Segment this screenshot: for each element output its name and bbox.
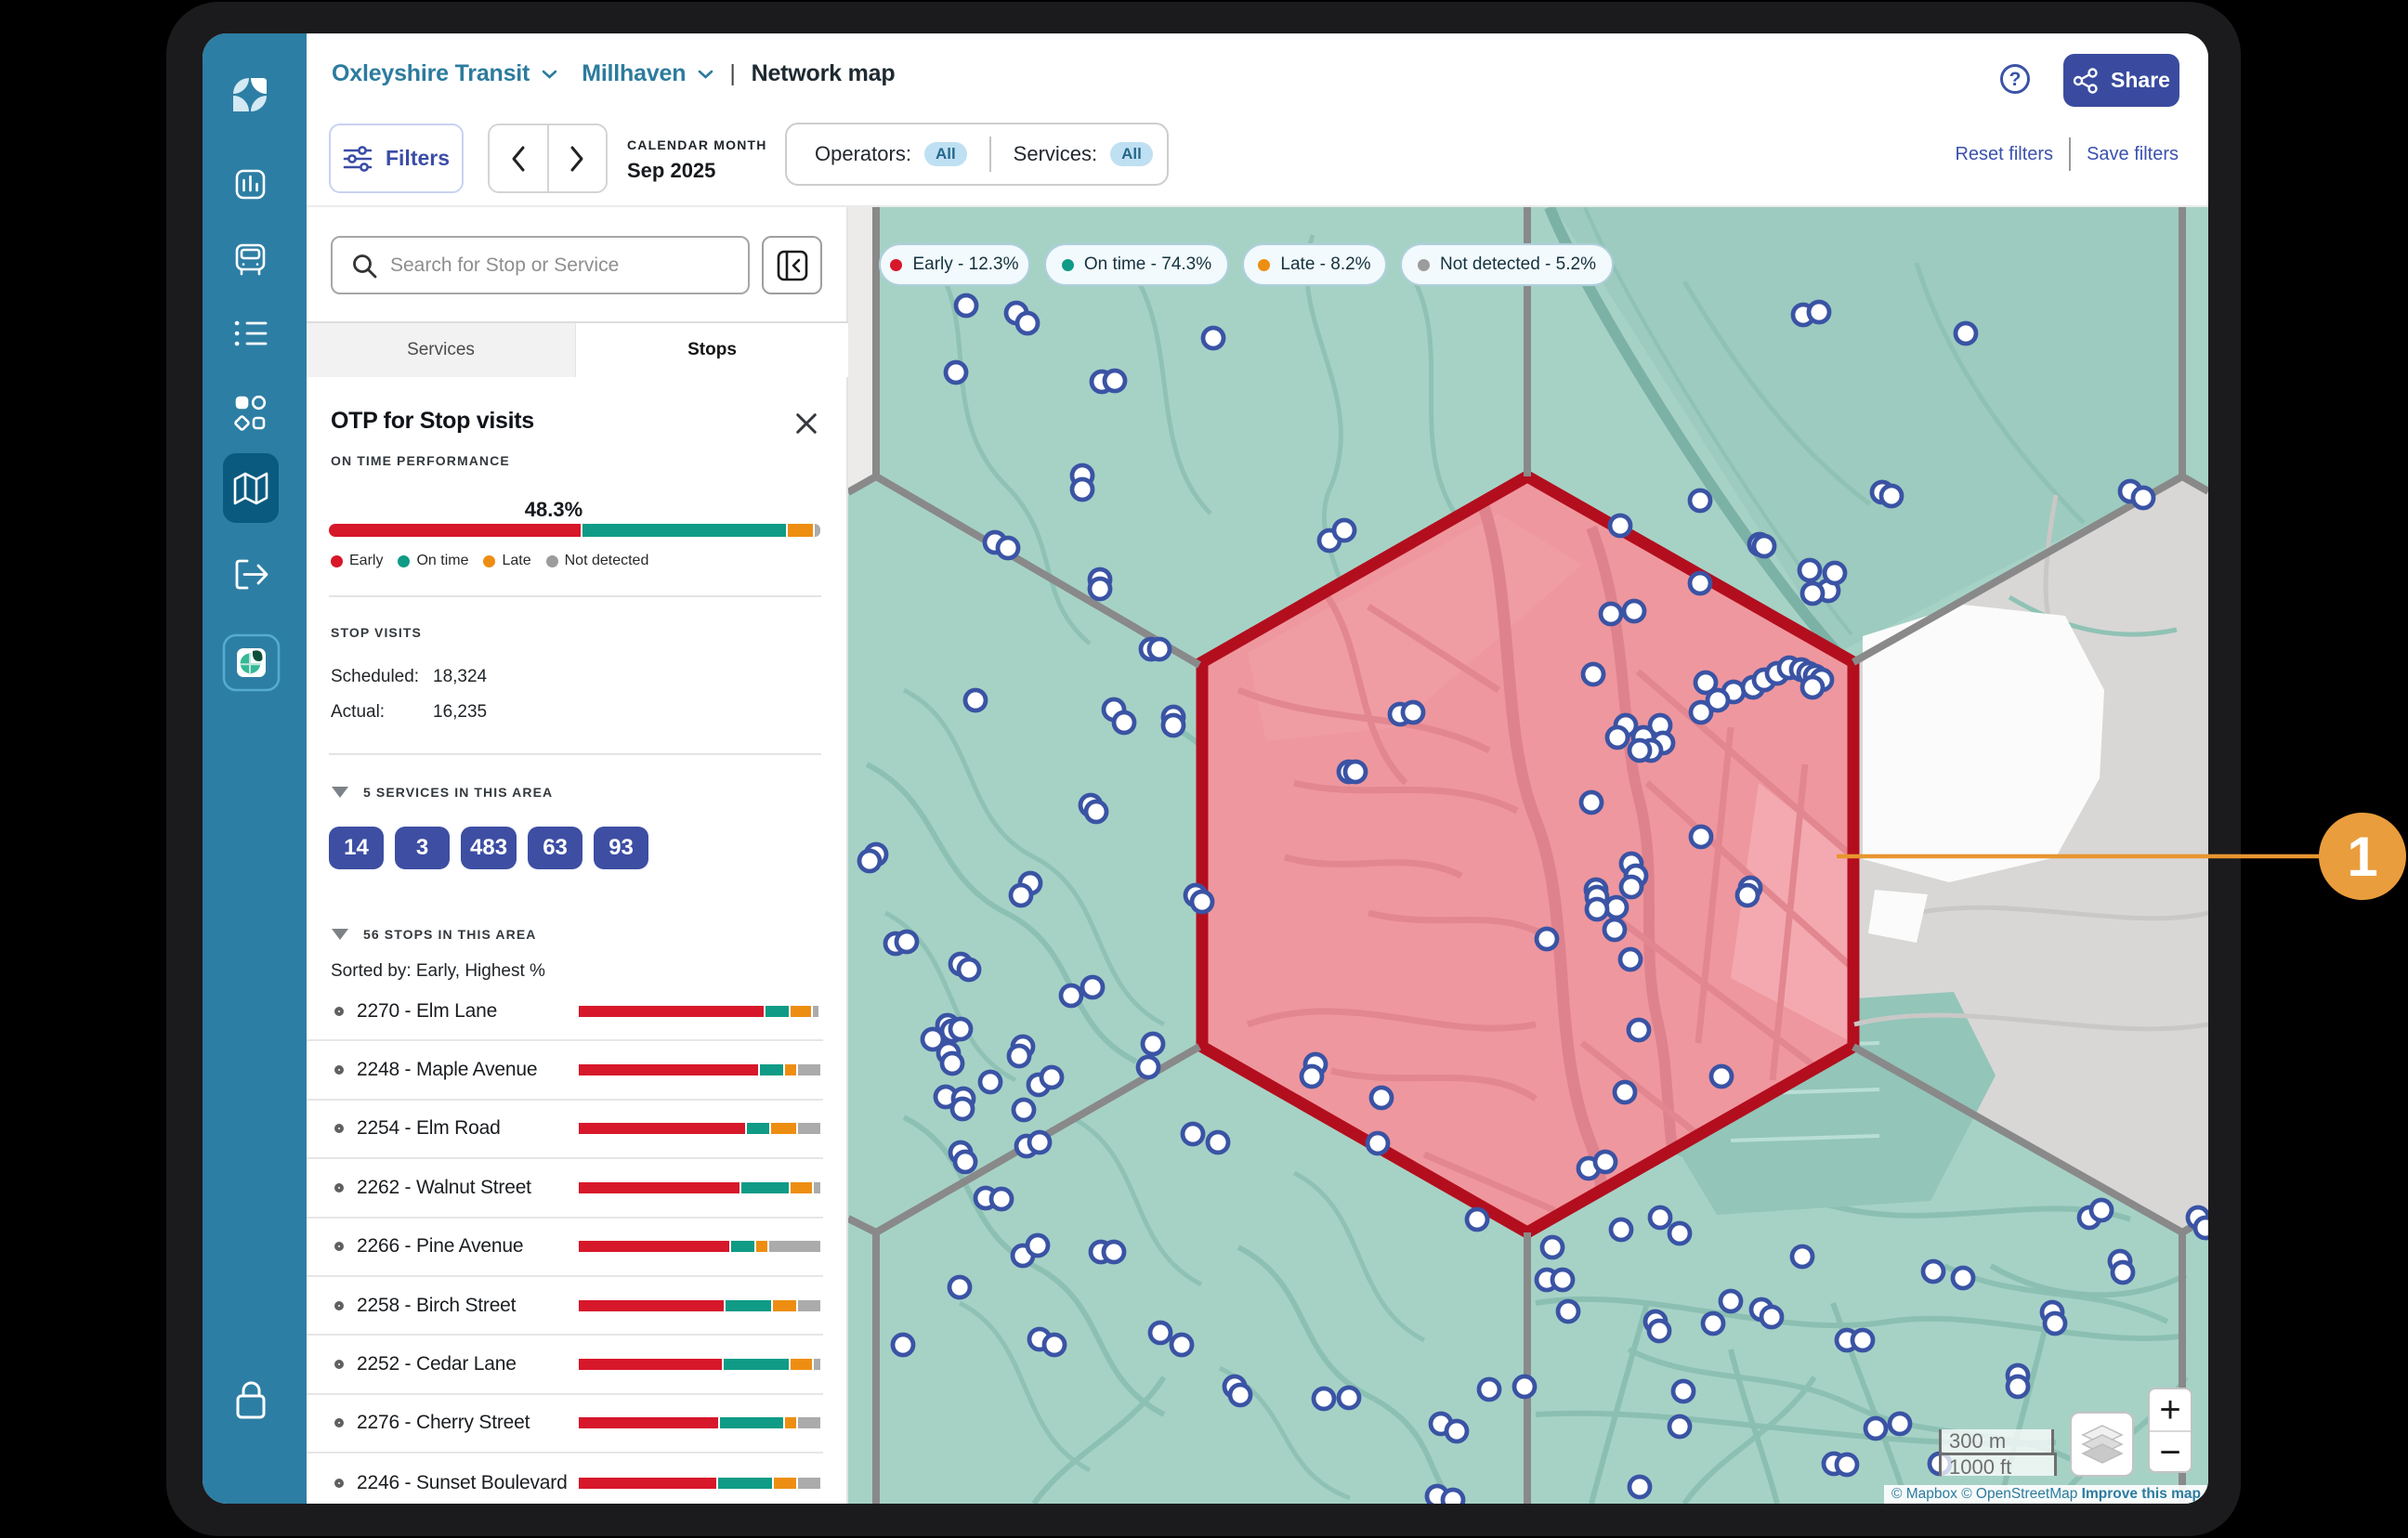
svg-text:1: 1 xyxy=(2347,826,2377,888)
